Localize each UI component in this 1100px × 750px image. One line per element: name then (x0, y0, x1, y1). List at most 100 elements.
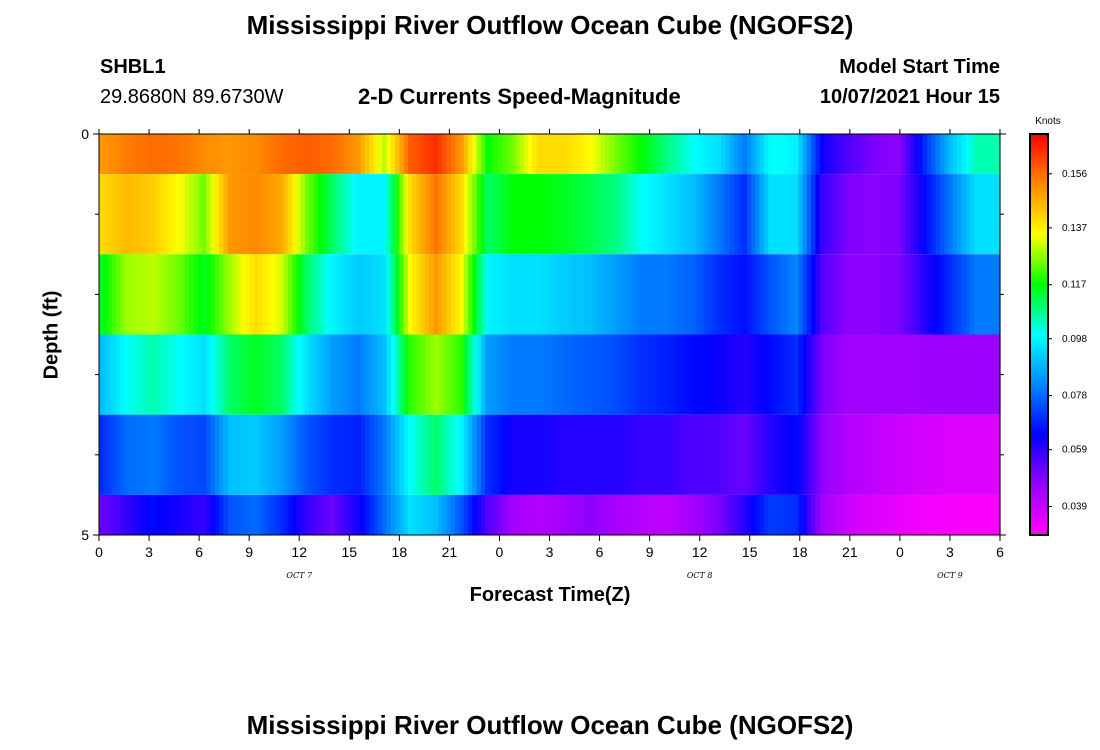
heatmap-cell (806, 414, 812, 495)
heatmap-cell (682, 174, 688, 255)
heatmap-cell (884, 494, 890, 535)
heatmap-cell (656, 334, 662, 415)
heatmap-cell (159, 134, 164, 175)
heatmap-cell (184, 174, 190, 255)
heatmap-cell (437, 494, 443, 535)
heatmap-cell (184, 134, 190, 175)
heatmap-cell (755, 134, 761, 175)
heatmap-cell (450, 134, 456, 175)
heatmap-cell (703, 334, 709, 415)
heatmap-cell (146, 414, 152, 495)
heatmap-cell (969, 254, 975, 335)
heatmap-cell (708, 334, 714, 415)
heatmap-cell (390, 414, 396, 495)
heatmap-cell (540, 494, 546, 535)
heatmap-cell (776, 254, 782, 335)
heatmap-cell (287, 494, 293, 535)
heatmap-cell (944, 494, 950, 535)
heatmap-cell (180, 414, 186, 495)
heatmap-cell (545, 334, 551, 415)
heatmap-cell (579, 334, 585, 415)
heatmap-cell (871, 134, 877, 175)
heatmap-cell (322, 254, 327, 335)
heatmap-cell (939, 334, 945, 415)
heatmap-cell (931, 334, 937, 415)
heatmap-cell (652, 494, 658, 535)
heatmap-cell (373, 174, 379, 255)
heatmap-cell (897, 334, 902, 415)
heatmap-cell (103, 414, 109, 495)
heatmap-cell (978, 414, 984, 495)
heatmap-cell (909, 134, 915, 175)
heatmap-cell (515, 414, 521, 495)
heatmap-cell (867, 254, 872, 335)
heatmap-cell (326, 174, 332, 255)
heatmap-cell (579, 414, 585, 495)
heatmap-cell (742, 254, 748, 335)
heatmap-cell (99, 134, 104, 175)
heatmap-cell (407, 134, 413, 175)
heatmap-cell (176, 494, 182, 535)
heatmap-cell (678, 254, 684, 335)
heatmap-cell (806, 494, 812, 535)
heatmap-cell (562, 414, 568, 495)
heatmap-cell (725, 134, 731, 175)
heatmap-cell (961, 254, 967, 335)
heatmap-cell (146, 334, 152, 415)
heatmap-cell (287, 334, 293, 415)
heatmap-cell (914, 494, 920, 535)
heatmap-cell (111, 174, 117, 255)
heatmap-cell (206, 174, 212, 255)
heatmap-cell (618, 134, 624, 175)
heatmap-cell (116, 174, 122, 255)
heatmap-cell (673, 494, 679, 535)
heatmap-cell (691, 254, 696, 335)
heatmap-cell (283, 334, 289, 415)
heatmap-cell (669, 494, 675, 535)
heatmap-cell (751, 414, 757, 495)
heatmap-cell (437, 414, 443, 495)
heatmap-cell (897, 174, 902, 255)
heatmap-cell (274, 334, 280, 415)
heatmap-cell (652, 414, 658, 495)
heatmap-cell (193, 334, 199, 415)
heatmap-cell (695, 334, 701, 415)
heatmap-cell (613, 134, 619, 175)
heatmap-cell (184, 334, 190, 415)
heatmap-cell (506, 494, 512, 535)
heatmap-cell (570, 494, 576, 535)
heatmap-cell (519, 494, 525, 535)
heatmap-cell (716, 134, 722, 175)
heatmap-cell (768, 174, 774, 255)
heatmap-cell (300, 174, 306, 255)
heatmap-cell (347, 334, 353, 415)
heatmap-cell (279, 494, 285, 535)
heatmap-cell (867, 334, 872, 415)
heatmap-cell (536, 134, 542, 175)
heatmap-cell (99, 334, 104, 415)
heatmap-cell (382, 414, 388, 495)
heatmap-cell (888, 254, 894, 335)
heatmap-cell (729, 414, 735, 495)
heatmap-cell (249, 254, 255, 335)
heatmap-cell (965, 254, 971, 335)
heatmap-cell (193, 254, 199, 335)
heatmap-cell (296, 134, 302, 175)
heatmap-cell (219, 254, 225, 335)
heatmap-cell (425, 134, 430, 175)
heatmap-cell (862, 414, 868, 495)
heatmap-cell (163, 414, 169, 495)
heatmap-cell (742, 494, 748, 535)
heatmap-cell (974, 134, 980, 175)
heatmap-cell (918, 174, 924, 255)
heatmap-cell (575, 174, 581, 255)
heatmap-cell (313, 254, 319, 335)
heatmap-cell (764, 254, 769, 335)
heatmap-cell (326, 134, 332, 175)
heatmap-cell (969, 414, 975, 495)
heatmap-cell (686, 134, 692, 175)
heatmap-cell (129, 254, 134, 335)
heatmap-cell (682, 494, 688, 535)
heatmap-cell (244, 414, 250, 495)
heatmap-cell (669, 334, 675, 415)
